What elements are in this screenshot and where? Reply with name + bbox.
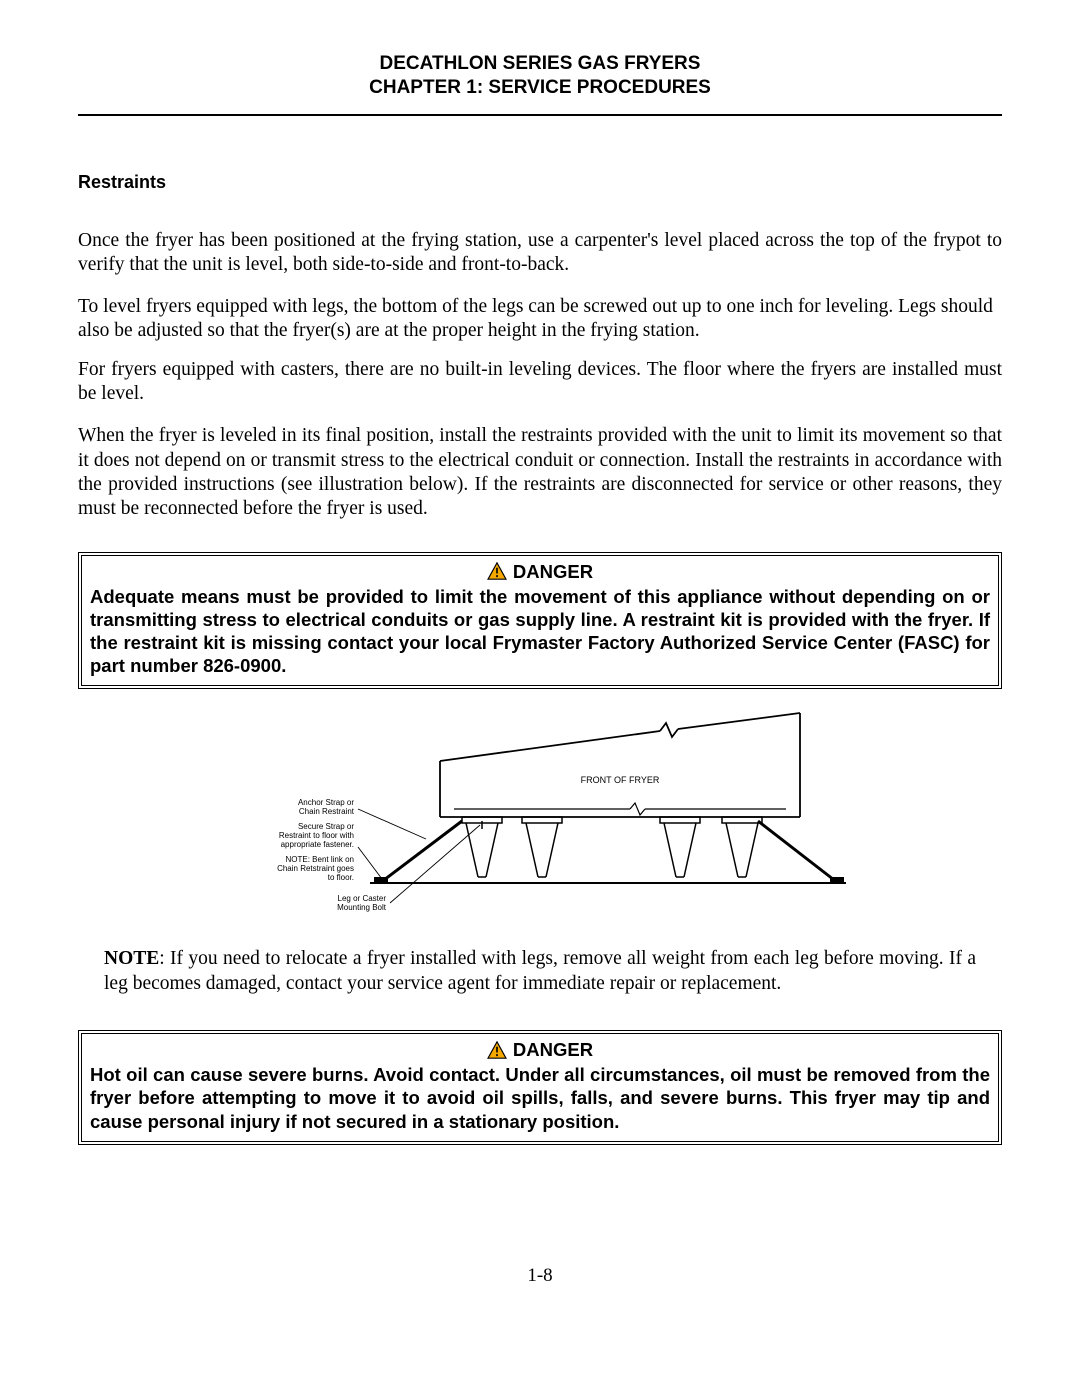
paragraph-2: To level fryers equipped with legs, the … xyxy=(78,295,1002,343)
diagram-callout-2a: Secure Strap or xyxy=(298,822,354,831)
warning-triangle-icon xyxy=(487,1041,507,1059)
warning-triangle-icon xyxy=(487,562,507,580)
paragraph-4: When the fryer is leveled in its final p… xyxy=(78,424,1002,522)
note-label: NOTE xyxy=(104,948,159,969)
restraint-diagram-svg: FRONT OF FRYER xyxy=(230,709,850,919)
note-body: : If you need to relocate a fryer instal… xyxy=(104,948,976,993)
diagram-callout-3c: to floor. xyxy=(328,873,354,882)
diagram-front-label: FRONT OF FRYER xyxy=(581,775,660,785)
page-header: DECATHLON SERIES GAS FRYERS CHAPTER 1: S… xyxy=(78,52,1002,116)
diagram-callout-3a: NOTE: Bent link on xyxy=(286,855,354,864)
paragraph-1: Once the fryer has been positioned at th… xyxy=(78,229,1002,278)
diagram-callout-2b: Restraint to floor with xyxy=(279,831,354,840)
header-line-1: DECATHLON SERIES GAS FRYERS xyxy=(78,52,1002,76)
page-number: 1-8 xyxy=(78,1265,1002,1287)
danger-2-title: DANGER xyxy=(513,1038,593,1061)
paragraph-3: For fryers equipped with casters, there … xyxy=(78,358,1002,407)
diagram-callout-1b: Chain Restraint xyxy=(299,807,355,816)
header-line-2: CHAPTER 1: SERVICE PROCEDURES xyxy=(78,76,1002,100)
danger-1-heading: DANGER xyxy=(90,560,990,583)
diagram-callout-3b: Chain Retstraint goes xyxy=(277,864,354,873)
danger-box-2: DANGER Hot oil can cause severe burns. A… xyxy=(78,1030,1002,1145)
danger-2-heading: DANGER xyxy=(90,1038,990,1061)
diagram-callout-4a: Leg or Caster xyxy=(338,894,387,903)
danger-2-body: Hot oil can cause severe burns. Avoid co… xyxy=(90,1063,990,1132)
section-title-restraints: Restraints xyxy=(78,172,1002,193)
diagram-callout-2c: appropriate fastener. xyxy=(281,840,354,849)
danger-box-1: DANGER Adequate means must be provided t… xyxy=(78,552,1002,690)
restraint-diagram: FRONT OF FRYER xyxy=(78,709,1002,919)
danger-1-body: Adequate means must be provided to limit… xyxy=(90,585,990,678)
danger-1-title: DANGER xyxy=(513,560,593,583)
note-paragraph: NOTE: If you need to relocate a fryer in… xyxy=(104,947,976,996)
diagram-callout-4b: Mounting Bolt xyxy=(337,903,387,912)
diagram-callout-1a: Anchor Strap or xyxy=(298,798,354,807)
